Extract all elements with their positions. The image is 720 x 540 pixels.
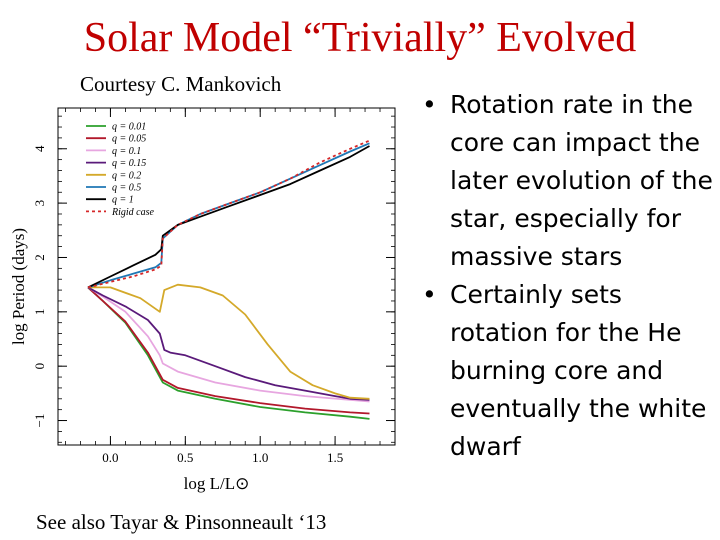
legend-label: q = 0.1 [112, 146, 141, 157]
y-tick-label: 4 [32, 145, 47, 152]
y-tick-label: −1 [32, 414, 47, 428]
bullet-item: • Rotation rate in the core can impact t… [418, 86, 718, 276]
series-line-1 [87, 286, 370, 415]
x-tick-label: 1.5 [327, 450, 343, 465]
see-also-text: See also Tayar & Pinsonneault ‘13 [36, 510, 327, 534]
bullet-list: • Rotation rate in the core can impact t… [418, 86, 718, 466]
legend-label: q = 0.05 [112, 134, 146, 145]
x-tick-label: 0.5 [177, 450, 193, 465]
y-axis-title: log Period (days) [9, 228, 28, 345]
legend-label: q = 1 [112, 195, 134, 206]
plot-frame [57, 107, 396, 446]
series-line-0 [87, 286, 370, 420]
series-line-4 [88, 283, 370, 400]
period-luminosity-chart: q = 0.01q = 0.05q = 0.1q = 0.15q = 0.2 q … [9, 107, 396, 493]
legend-label: q = 0.2 [112, 170, 141, 181]
bullet-dot-icon: • [422, 90, 437, 119]
series-line-2 [87, 286, 370, 403]
bullet-item: • Certainly sets rotation for the He bur… [418, 276, 718, 466]
y-tick-label: 1 [32, 309, 47, 316]
bullet-text: Certainly sets rotation for the He burni… [450, 280, 707, 461]
x-tick-label: 0.0 [102, 450, 118, 465]
x-axis-title: log L/L⊙ [184, 474, 250, 493]
bullet-text: Rotation rate in the core can impact the… [450, 90, 713, 271]
credit-text: Courtesy C. Mankovich [80, 72, 282, 96]
series-line-5 [87, 142, 370, 289]
slide-title: Solar Model “Trivially” Evolved [83, 15, 637, 61]
series-line-6 [87, 145, 370, 289]
y-tick-label: 2 [32, 254, 47, 261]
y-tick-label: 3 [32, 200, 47, 207]
series-line-7 [87, 139, 370, 289]
x-tick-label: 1.0 [252, 450, 268, 465]
legend-label: q = 0.15 [112, 158, 146, 169]
series-line-3 [87, 286, 370, 401]
legend-label: q = 0.01 [112, 122, 146, 133]
y-tick-label: 0 [32, 363, 47, 370]
bullet-dot-icon: • [422, 280, 437, 309]
legend-label: Rigid case [111, 207, 154, 218]
legend-label: q = 0.5 [112, 183, 141, 194]
